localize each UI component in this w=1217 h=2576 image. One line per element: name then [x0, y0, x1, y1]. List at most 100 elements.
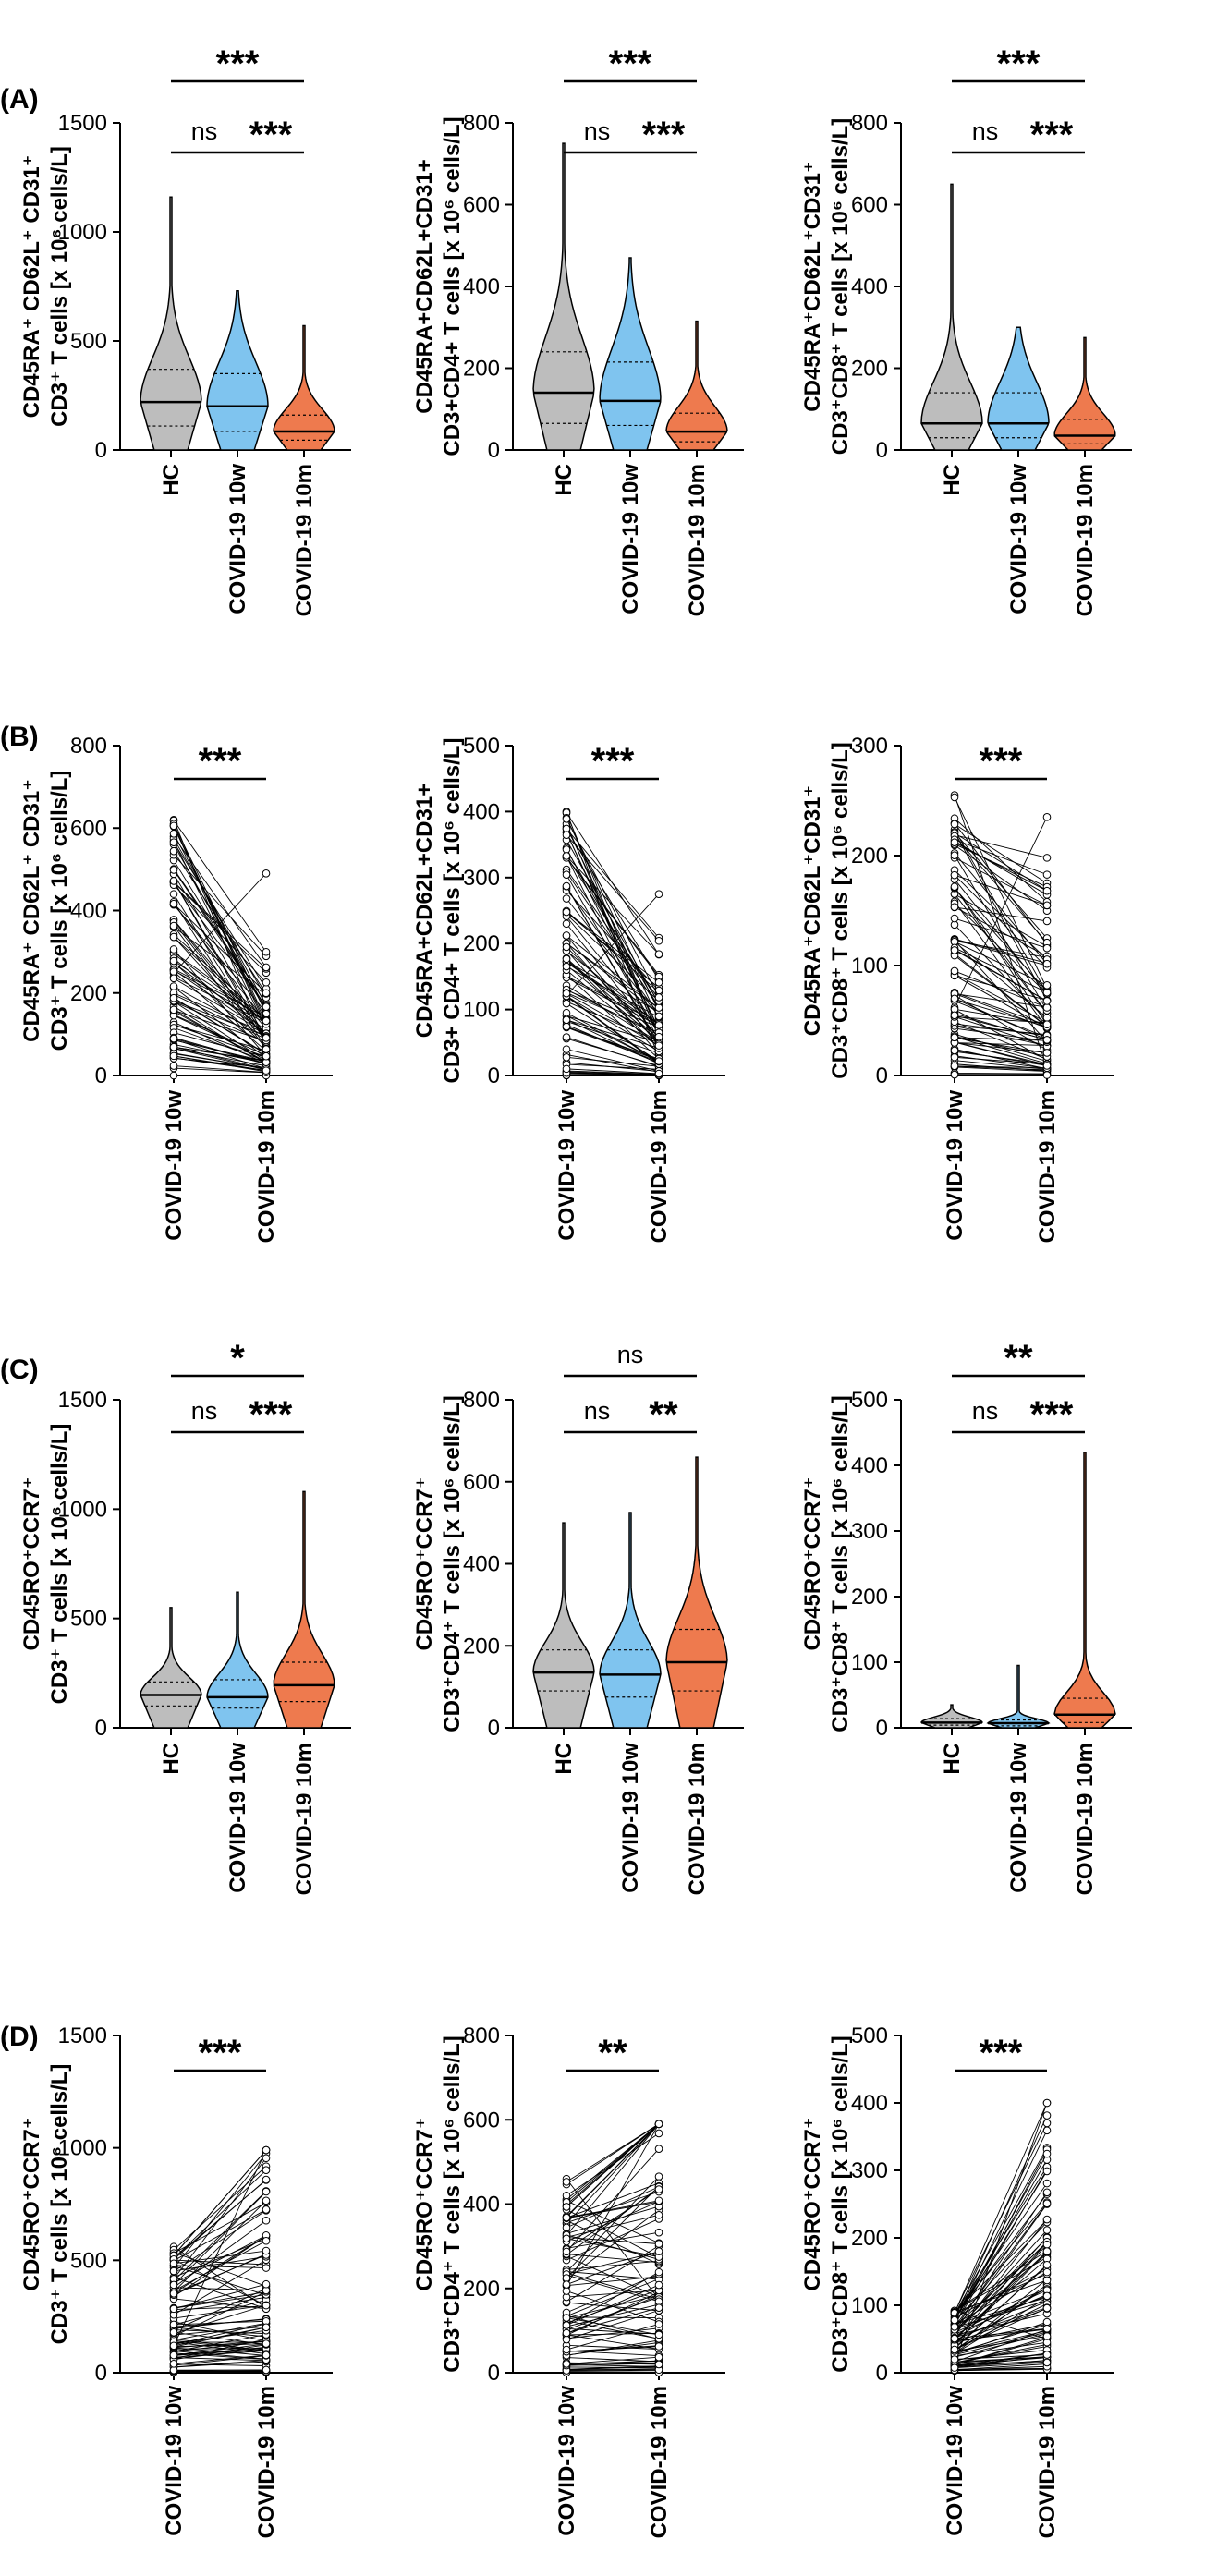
pair-point [562, 852, 571, 860]
y-axis-title-line1: CD45RA⁺ CD62L⁺ CD31⁺ [19, 155, 44, 419]
pair-point [262, 947, 271, 956]
pair-line [954, 1042, 1048, 1047]
y-tick-label: 400 [463, 1552, 500, 1577]
pair-point [950, 820, 959, 829]
pair-point [169, 2360, 178, 2368]
pair-line [954, 844, 1048, 912]
pair-line [173, 2354, 267, 2364]
chart-4: (B) 0 200 400 600 800 COVID-19 10w COVID-19 10m… [0, 722, 333, 1243]
y-tick-label: 100 [463, 998, 500, 1023]
x-tick-label: HC [552, 1743, 577, 1775]
pair-point [950, 1052, 959, 1062]
pair-point [562, 1015, 571, 1025]
pair-line [566, 2123, 660, 2203]
pair-line [173, 2157, 267, 2279]
x-tick-label: COVID-19 10m [647, 2386, 672, 2538]
pair-line [173, 2341, 267, 2354]
significance-label: * [230, 1338, 245, 1379]
pair-line [173, 2179, 267, 2260]
pair-line [954, 835, 1048, 943]
x-tick-label: COVID-19 10w [225, 464, 250, 614]
pair-line [566, 1072, 660, 1075]
pair-line [954, 1037, 1048, 1054]
pair-point [654, 2185, 663, 2193]
pair-point [1042, 2179, 1052, 2188]
pair-line [173, 882, 267, 1007]
pair-point [262, 1045, 271, 1053]
pair-line [954, 991, 1048, 1027]
y-axis-title-line2: CD3⁺ T cells [x 10⁶ cells/L] [47, 1424, 72, 1705]
pair-line [566, 995, 660, 1052]
x-tick-label: COVID-19 10m [1073, 464, 1098, 616]
y-tick-label: 200 [463, 2277, 500, 2302]
y-tick-label: 600 [70, 816, 107, 841]
pair-line [954, 2307, 1048, 2339]
pair-point [562, 831, 571, 840]
pair-point [1042, 901, 1052, 910]
violin-2 [987, 326, 1050, 451]
pair-point [950, 2334, 959, 2343]
pair-line [566, 2290, 660, 2323]
panel-label: (A) [0, 84, 39, 115]
panel-label: (D) [0, 2022, 39, 2052]
pair-line [173, 903, 267, 994]
pair-line [566, 2339, 660, 2356]
pair-line [566, 2294, 660, 2334]
pair-line [954, 840, 1048, 895]
pair-point [654, 890, 663, 898]
x-tick-label: COVID-19 10w [618, 464, 643, 614]
pair-line [566, 2346, 660, 2352]
pair-point [562, 845, 571, 854]
y-tick-label: 0 [876, 2361, 888, 2386]
significance-label: ns [191, 1397, 218, 1425]
pair-line [954, 832, 1048, 939]
chart-1: (A) 0 500 1000 1500 HC COVID-19 10w COVID-19 10… [0, 43, 351, 616]
pair-line [954, 2327, 1048, 2339]
pair-point [1042, 2226, 1052, 2234]
pair-line [173, 859, 267, 1011]
pair-line [566, 2234, 660, 2260]
x-tick-label: COVID-19 10m [685, 464, 710, 616]
pair-point [1042, 2291, 1052, 2301]
pair-line [566, 2123, 660, 2236]
pair-line [566, 1037, 660, 1067]
pair-line [173, 2283, 267, 2310]
pair-point [1042, 1003, 1052, 1012]
pair-point [1042, 1062, 1052, 1070]
pair-line [566, 2123, 660, 2287]
y-axis-title-line1: CD45RO⁺CCR7⁺ [412, 1476, 437, 1650]
pair-line [566, 857, 660, 978]
pair-point [562, 2213, 571, 2222]
pair-line [954, 2295, 1048, 2330]
pair-line [566, 2251, 660, 2285]
significance-label: *** [997, 43, 1041, 84]
pair-line [954, 2290, 1048, 2334]
pair-point [562, 2274, 571, 2282]
pair-line [954, 893, 1048, 1015]
pair-line [173, 1009, 267, 1063]
pair-point [562, 2321, 571, 2329]
pair-line [173, 820, 267, 953]
pair-point [950, 793, 959, 802]
pair-point [950, 1033, 959, 1042]
pair-line [173, 2169, 267, 2259]
pair-line [173, 884, 267, 983]
x-tick-label: HC [940, 1743, 965, 1775]
pair-line [566, 942, 660, 1044]
pair-line [173, 2166, 267, 2251]
pair-line [954, 874, 1048, 906]
pair-point [1042, 1049, 1052, 1057]
y-tick-label: 800 [463, 1388, 500, 1413]
pair-line [173, 2250, 267, 2265]
violin-2 [599, 1512, 662, 1729]
x-tick-label: HC [940, 464, 965, 496]
pair-point [1042, 943, 1052, 953]
pair-point [1042, 2215, 1052, 2224]
pair-point [950, 994, 959, 1003]
pair-point [654, 1057, 663, 1065]
pair-point [169, 2351, 178, 2360]
pair-point [1042, 2324, 1052, 2333]
pair-line [566, 992, 660, 1034]
pair-line [173, 922, 267, 1041]
pair-line [173, 881, 267, 974]
